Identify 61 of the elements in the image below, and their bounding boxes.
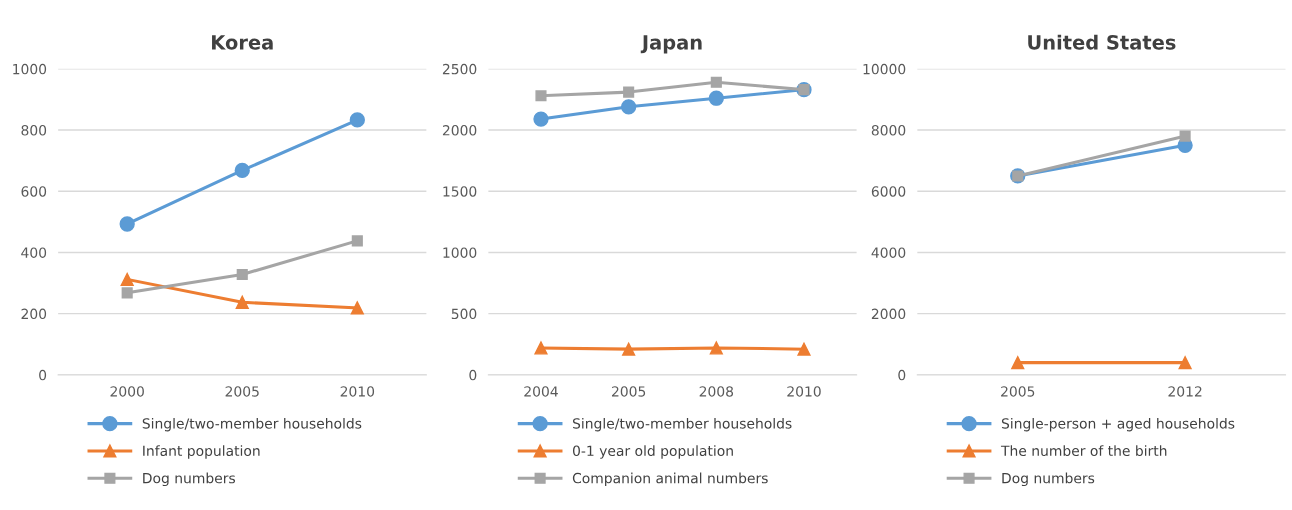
chart-title: Japan <box>640 35 702 54</box>
legend-label: Single-person + aged households <box>1001 417 1235 432</box>
point <box>623 86 635 98</box>
x-tick-label: 2004 <box>524 386 558 397</box>
point <box>1179 130 1191 142</box>
y-tick-label: 2000 <box>871 308 906 320</box>
chart-title: United States <box>1028 34 1176 50</box>
legend-label: Infant population <box>143 445 260 459</box>
point <box>120 272 134 286</box>
point <box>622 342 636 356</box>
y-tick-label: 8000 <box>871 125 906 136</box>
x-tick-label: 2010 <box>787 386 821 397</box>
point <box>533 111 549 127</box>
y-tick-label: 0 <box>39 369 47 381</box>
legend-label: 0-1 year old population <box>572 445 733 459</box>
y-tick-label: 2500 <box>442 63 477 75</box>
point <box>1178 356 1192 370</box>
point <box>1011 356 1025 370</box>
point <box>236 268 248 281</box>
legend-label: Dog numbers <box>143 472 236 487</box>
y-tick-label: 1000 <box>443 247 477 258</box>
point <box>621 99 637 115</box>
point <box>535 90 547 102</box>
x-tick-label: 2000 <box>110 386 144 397</box>
point <box>119 216 135 232</box>
legend-label: Single/two-member households <box>142 417 362 432</box>
x-tick-label: 2005 <box>611 386 646 397</box>
legend-label: Dog numbers <box>1002 472 1095 487</box>
y-tick-label: 1500 <box>443 186 477 197</box>
point <box>534 341 548 355</box>
point <box>709 341 723 355</box>
y-tick-label: 6000 <box>871 186 906 197</box>
y-tick-label: 0 <box>898 369 906 381</box>
chart-title: Korea <box>212 35 273 50</box>
point <box>351 235 363 247</box>
y-tick-label: 200 <box>21 308 47 320</box>
point <box>235 295 249 309</box>
y-tick-label: 0 <box>469 369 477 381</box>
point <box>710 76 722 88</box>
y-tick-label: 800 <box>21 125 47 136</box>
point <box>708 90 724 106</box>
x-tick-label: 2005 <box>225 386 259 397</box>
legend-label: Single/two-member households <box>572 417 792 432</box>
point <box>234 162 250 179</box>
y-tick-label: 10000 <box>863 63 906 75</box>
y-tick-label: 600 <box>21 186 47 197</box>
y-tick-label: 1000 <box>13 63 47 75</box>
x-tick-label: 2012 <box>1168 386 1202 397</box>
x-tick-label: 2008 <box>699 386 734 397</box>
x-tick-label: 2010 <box>340 386 375 397</box>
y-tick-label: 500 <box>451 308 477 320</box>
point <box>121 287 133 299</box>
point <box>797 342 811 356</box>
y-tick-label: 400 <box>21 247 47 258</box>
legend-label: Companion animal numbers <box>572 472 768 487</box>
y-tick-label: 2000 <box>442 125 477 136</box>
point <box>349 112 365 128</box>
y-tick-label: 4000 <box>871 247 906 258</box>
legend-label: The number of the birth <box>1000 445 1167 457</box>
point <box>350 301 364 315</box>
x-tick-label: 2005 <box>1001 386 1035 397</box>
